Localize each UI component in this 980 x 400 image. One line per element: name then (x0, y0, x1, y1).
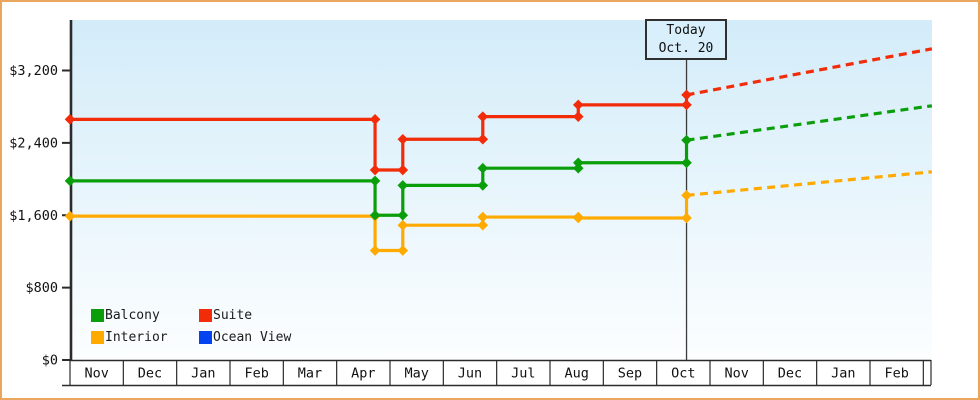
legend-label-balcony: Balcony (105, 307, 160, 323)
chart-legend: Balcony Suite Interior Ocean View (91, 306, 291, 346)
data-point-marker (369, 245, 381, 256)
plot-background (70, 20, 932, 360)
y-tick-label: $3,200 (9, 63, 58, 79)
x-month-label: Sep (618, 366, 642, 382)
today-marker-box: Today Oct. 20 (645, 19, 727, 60)
data-point-marker (572, 212, 584, 224)
x-month-label: Dec (778, 366, 802, 382)
x-month-label: May (404, 366, 428, 382)
data-point-marker (477, 180, 489, 191)
x-month-label: Jan (191, 366, 215, 382)
data-point-marker (477, 133, 489, 145)
interior-swatch-icon (91, 330, 104, 344)
legend-label-ocean-view: Ocean View (213, 329, 292, 345)
y-tick-label: $1,600 (9, 208, 58, 224)
data-point-marker (369, 209, 381, 221)
data-point-marker (681, 134, 692, 146)
data-point-marker (397, 164, 409, 176)
x-month-label: Mar (298, 366, 322, 382)
data-point-marker (369, 114, 381, 125)
forecast-line (686, 104, 933, 142)
y-tick-label: $2,400 (9, 135, 58, 151)
legend-item-balcony: Balcony (91, 306, 199, 324)
suite-swatch-icon (199, 308, 212, 322)
data-point-marker (64, 210, 76, 222)
y-tick-label: $0 (42, 353, 58, 369)
data-point-marker (572, 99, 584, 111)
data-point-marker (397, 209, 409, 221)
legend-item-suite: Suite (199, 306, 291, 324)
data-point-marker (681, 99, 692, 111)
data-point-marker (681, 89, 692, 101)
data-point-marker (477, 219, 489, 231)
data-point-marker (681, 157, 692, 169)
y-tick-label: $800 (25, 280, 58, 296)
legend-label-interior: Interior (105, 329, 168, 345)
data-point-marker (397, 133, 409, 145)
data-point-marker (397, 180, 409, 191)
x-month-label: Jun (458, 366, 482, 382)
x-month-label: Aug (564, 366, 588, 382)
balcony-swatch-icon (91, 308, 104, 322)
x-month-label: Jan (831, 366, 855, 382)
legend-label-suite: Suite (213, 307, 253, 323)
data-point-marker (477, 162, 489, 174)
x-month-label: Feb (884, 366, 908, 382)
data-point-marker (369, 175, 381, 187)
legend-item-interior: Interior (91, 328, 199, 346)
forecast-line (686, 47, 933, 97)
data-point-marker (369, 164, 381, 176)
forecast-line (686, 170, 933, 197)
data-point-marker (477, 111, 489, 122)
today-label: Today (666, 23, 706, 38)
x-month-label: Nov (724, 366, 748, 382)
data-point-marker (397, 219, 409, 231)
series-balcony (64, 104, 933, 221)
data-point-marker (572, 111, 584, 122)
data-point-marker (64, 175, 76, 187)
x-month-label: Jul (511, 366, 535, 382)
data-point-marker (477, 211, 489, 223)
x-month-label: Oct (671, 366, 695, 382)
data-point-marker (572, 157, 584, 169)
today-date: Oct. 20 (658, 41, 714, 56)
data-point-marker (397, 245, 409, 256)
legend-item-ocean-view: Ocean View (199, 328, 291, 346)
data-point-marker (681, 190, 692, 201)
data-point-marker (64, 114, 76, 125)
x-month-label: Apr (351, 366, 375, 382)
x-month-label: Nov (84, 366, 108, 382)
y-axis: $0 $800 $1,600 $2,400 $3,200 (9, 20, 73, 369)
ocean-view-swatch-icon (199, 330, 212, 344)
series-suite (64, 47, 933, 176)
x-month-label: Dec (138, 366, 162, 382)
x-month-label: Feb (244, 366, 268, 382)
data-point-marker (572, 162, 584, 174)
x-axis-month-table: Nov Dec Jan Feb Mar Apr May Jun Jul Aug Sep Oct Nov D… (62, 359, 932, 387)
data-point-marker (681, 212, 692, 224)
